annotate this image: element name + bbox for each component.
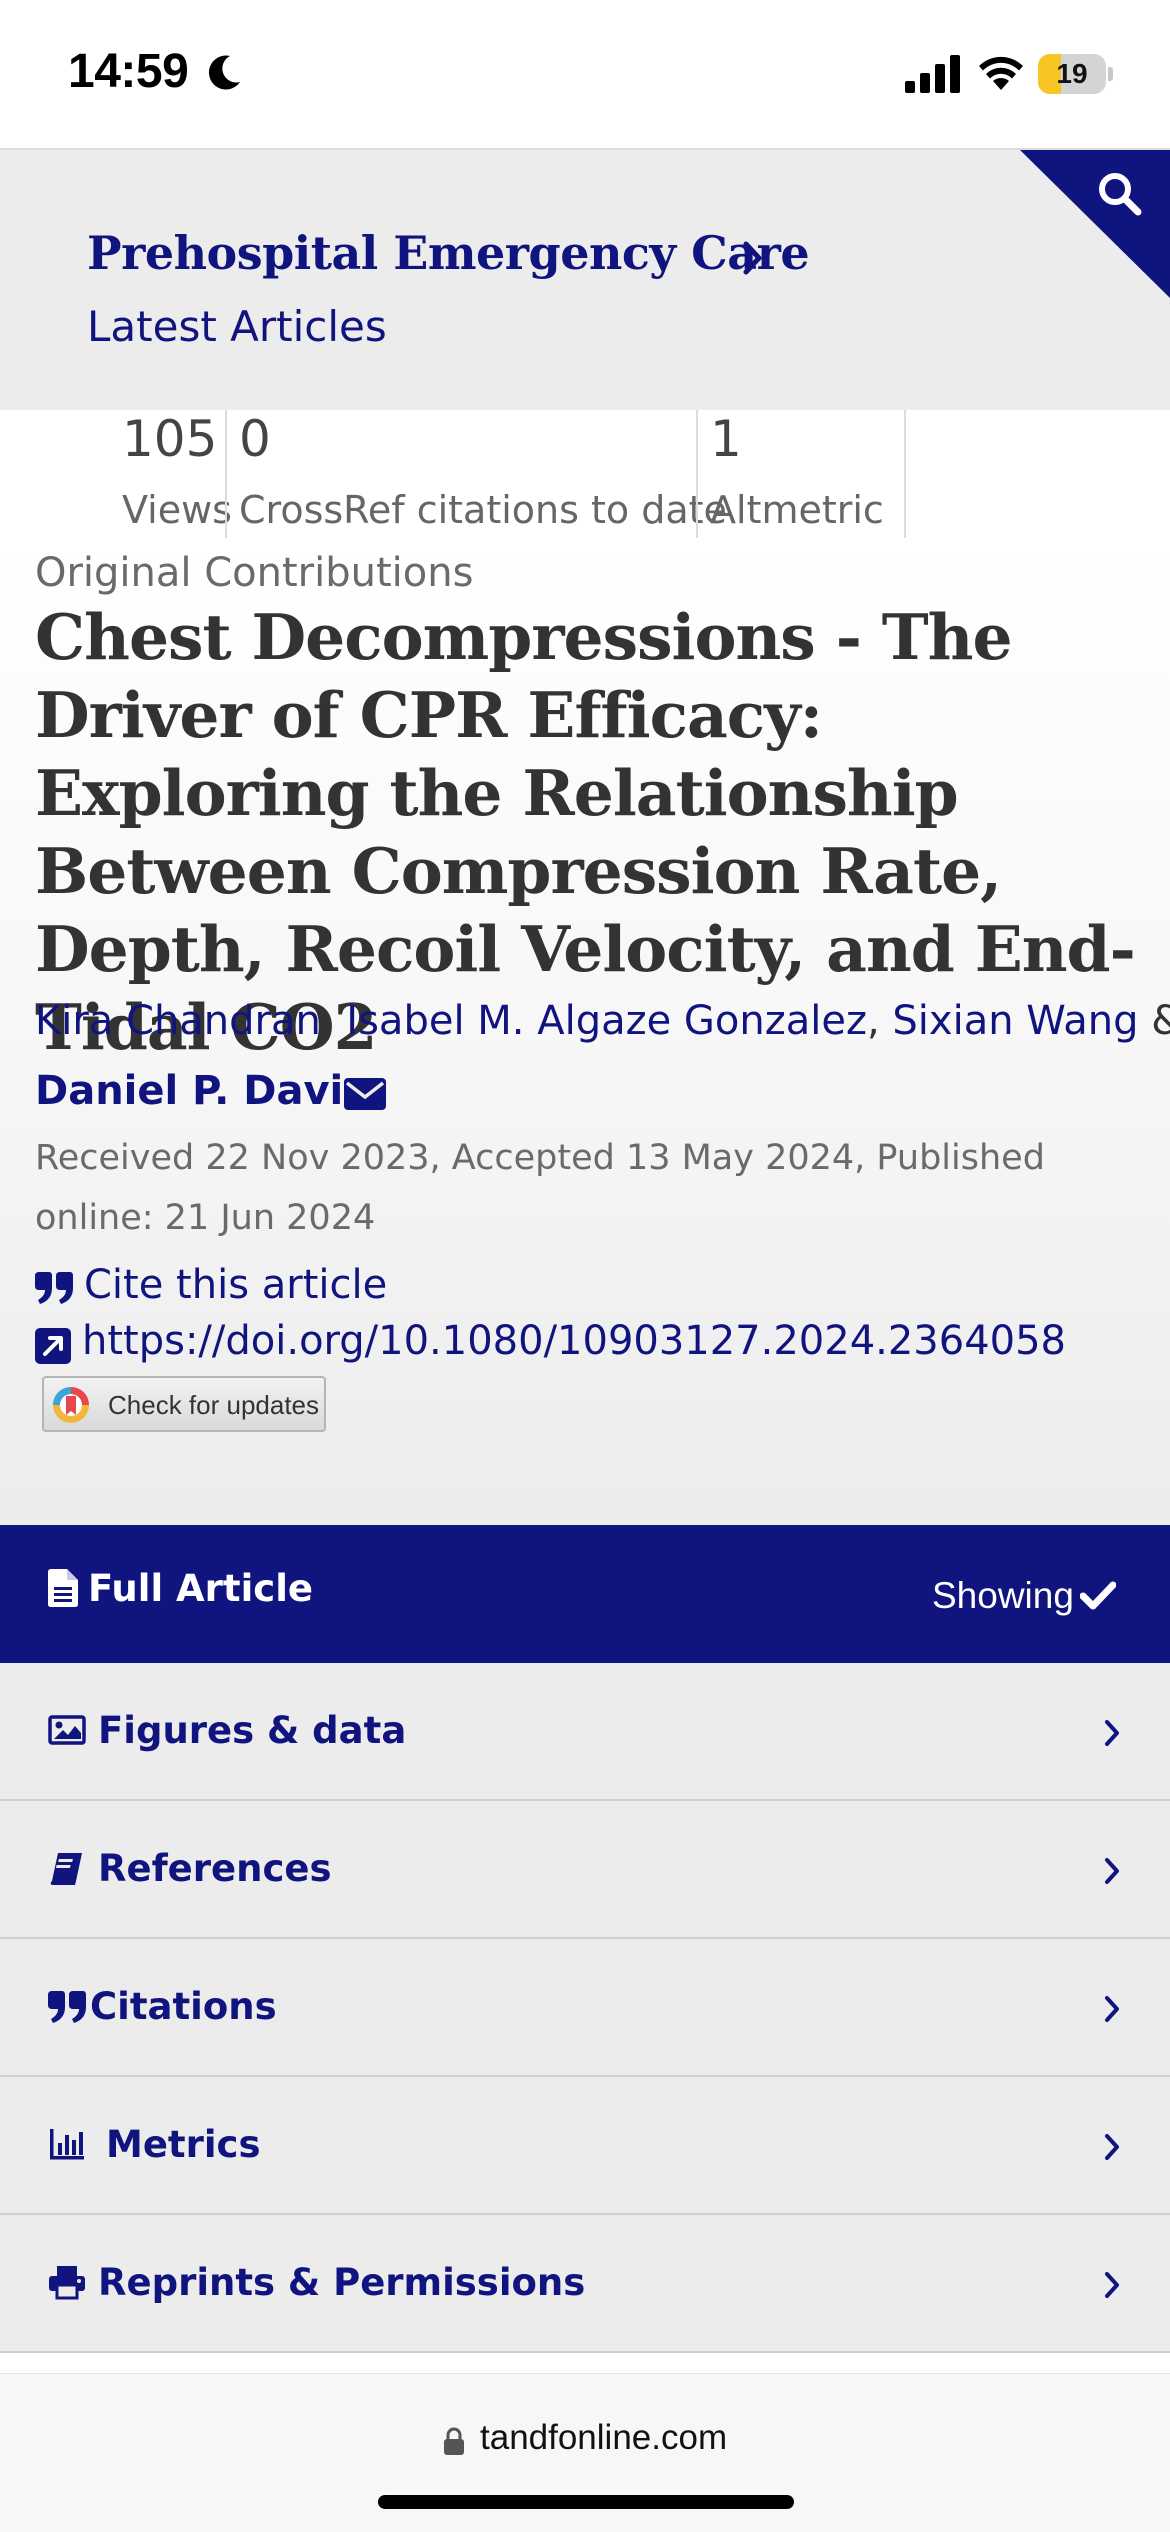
article-title: Chest Decompressions - The Driver of CPR… — [35, 600, 1136, 1064]
wifi-icon — [979, 56, 1023, 90]
author-link[interactable]: Kira Chandran — [35, 998, 321, 1044]
search-button[interactable] — [1020, 150, 1170, 298]
article-sections-nav: Figures & data References Citations — [0, 1663, 1170, 2353]
envelope-icon[interactable] — [344, 1078, 386, 1110]
chevron-right-icon — [1105, 2272, 1119, 2298]
battery-level: 19 — [1056, 58, 1088, 89]
checkmark-icon — [1080, 1581, 1116, 1610]
check-for-updates-button[interactable]: Check for updates — [42, 1376, 326, 1432]
battery-indicator: 19 — [1038, 54, 1113, 94]
article-type: Original Contributions — [35, 550, 474, 596]
article-header: Original Contributions Chest Decompressi… — [0, 538, 1170, 1525]
document-icon — [48, 1569, 78, 1607]
status-bar: 14:59 19 — [0, 0, 1170, 148]
full-article-tab[interactable]: Full Article Showing — [0, 1525, 1170, 1663]
metric-label: Views — [122, 488, 232, 532]
quote-icon — [48, 1991, 86, 2023]
showing-status: Showing — [932, 1575, 1074, 1616]
chevron-right-icon — [1105, 2134, 1119, 2160]
chevron-right-icon — [1105, 1720, 1119, 1746]
printer-icon — [49, 2266, 85, 2300]
book-icon — [50, 1853, 82, 1885]
chevron-right-icon[interactable] — [742, 240, 764, 276]
url-domain: tandfonline.com — [480, 2418, 728, 2457]
check-for-updates-label: Check for updates — [108, 1390, 320, 1420]
nav-item-label: Metrics — [106, 2123, 261, 2166]
author-link[interactable]: Sixian Wang — [892, 998, 1139, 1044]
metric-divider — [904, 410, 906, 538]
nav-item-figures-data[interactable]: Figures & data — [0, 1663, 1170, 1801]
nav-item-metrics[interactable]: Metrics — [0, 2077, 1170, 2215]
cite-article-link[interactable]: Cite this article — [84, 1262, 388, 1308]
doi-link[interactable]: https://doi.org/10.1080/10903127.2024.23… — [82, 1318, 1067, 1364]
cellular-signal-icon — [905, 55, 960, 93]
metric-value: 105 — [122, 410, 218, 468]
nav-item-reprints-permissions[interactable]: Reprints & Permissions — [0, 2215, 1170, 2353]
metric-label: Altmetric — [710, 488, 884, 532]
latest-articles-link[interactable]: Latest Articles — [87, 302, 387, 351]
moon-icon — [208, 55, 240, 90]
full-article-label: Full Article — [88, 1567, 313, 1610]
search-icon[interactable] — [1094, 168, 1146, 220]
chevron-right-icon — [1105, 1996, 1119, 2022]
home-indicator[interactable] — [378, 2495, 794, 2509]
crossmark-icon — [53, 1387, 89, 1423]
image-icon — [48, 1715, 86, 1745]
external-link-icon[interactable] — [35, 1328, 71, 1364]
metric-divider — [225, 410, 227, 538]
chevron-right-icon — [1105, 1858, 1119, 1884]
lock-icon — [444, 2427, 464, 2455]
nav-item-references[interactable]: References — [0, 1801, 1170, 1939]
nav-item-label: Citations — [90, 1985, 277, 2028]
corresponding-author-link[interactable]: Daniel P. Davis — [35, 1068, 368, 1114]
authors-line: Kira Chandran, Isabel M. Algaze Gonzalez… — [35, 998, 1170, 1044]
nav-item-label: References — [98, 1847, 332, 1890]
status-time: 14:59 — [68, 45, 189, 98]
author-link[interactable]: Isabel M. Algaze Gonzalez — [346, 998, 867, 1044]
metrics-strip: 105 Views 0 CrossRef citations to date 1… — [0, 410, 1170, 538]
journal-title-link[interactable]: Prehospital Emergency Care — [87, 226, 810, 280]
metric-divider — [696, 410, 698, 538]
quote-icon[interactable] — [35, 1272, 73, 1304]
nav-item-label: Figures & data — [98, 1709, 407, 1752]
metric-label: CrossRef citations to date — [239, 488, 727, 532]
nav-item-label: Reprints & Permissions — [98, 2261, 586, 2304]
journal-header: Prehospital Emergency Care Latest Articl… — [0, 148, 1170, 410]
metric-value: 0 — [239, 410, 271, 468]
browser-address-bar[interactable]: tandfonline.com — [0, 2373, 1170, 2532]
battery-fill — [1038, 54, 1061, 94]
bar-chart-icon — [50, 2129, 84, 2160]
nav-item-citations[interactable]: Citations — [0, 1939, 1170, 2077]
metric-value: 1 — [710, 410, 742, 468]
publication-dates: Received 22 Nov 2023, Accepted 13 May 20… — [35, 1138, 1045, 1238]
